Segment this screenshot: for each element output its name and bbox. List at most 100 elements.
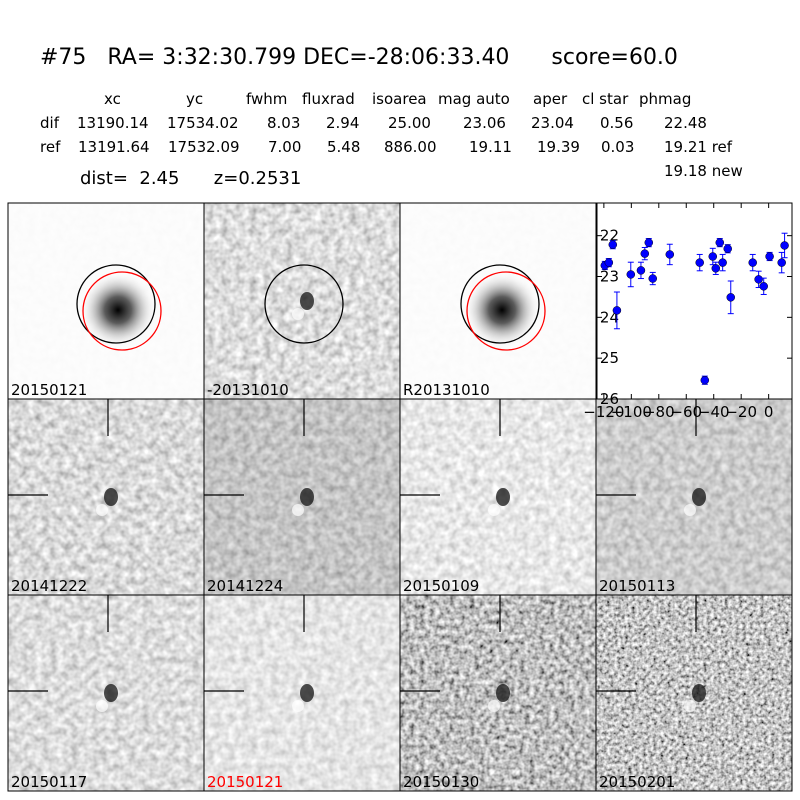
aperture-circle (466, 271, 546, 351)
point (612, 306, 622, 315)
plot-frame (596, 202, 793, 400)
dist-line: dist= 2.45 z=0.2531 (80, 168, 301, 189)
image-panel: 20141224 (203, 398, 401, 596)
table-cell: 19.21 ref (664, 138, 733, 156)
panel-frame (595, 594, 793, 792)
source-dark (300, 488, 314, 506)
table-cell: 19.11 (469, 138, 512, 156)
source-dark (692, 684, 706, 702)
image-panel: R20131010 (399, 202, 597, 400)
source-light (96, 504, 108, 516)
image-panel: 20150121 (7, 202, 205, 400)
table-cell: 0.56 (600, 114, 633, 132)
point (700, 375, 710, 385)
x-tick-label: −40 (698, 403, 730, 421)
aperture-circle (264, 264, 344, 344)
x-tick-label: −20 (725, 403, 757, 421)
point (777, 258, 786, 267)
table-cell: 13191.64 (78, 138, 150, 156)
point (748, 258, 757, 267)
panel-label: -20131010 (207, 381, 289, 399)
panel-label: 20150113 (599, 577, 675, 595)
x-tick-label: −120 (583, 403, 624, 421)
panel-label: 20141224 (207, 577, 283, 595)
source (80, 272, 156, 348)
source-dark (300, 292, 314, 310)
point (695, 258, 704, 267)
point (754, 275, 763, 284)
aperture-circle (460, 264, 540, 344)
panel-label: 20150121 (207, 773, 283, 791)
y-tick-label: 25 (600, 349, 619, 367)
column-header: fwhm (246, 90, 287, 108)
point (726, 293, 736, 302)
source-light (292, 504, 304, 516)
image-panel: 20150201 (595, 594, 793, 792)
column-header: cl star (582, 90, 629, 108)
image-panel: 20150130 (399, 594, 597, 792)
point (665, 250, 675, 259)
panel-label: 20150117 (11, 773, 87, 791)
column-header: aper (533, 90, 568, 108)
source-light (292, 700, 304, 712)
source-dark (496, 488, 510, 506)
table-cell: 13190.14 (77, 114, 149, 132)
table-cell: 5.48 (327, 138, 360, 156)
source-light (488, 504, 500, 516)
point (765, 252, 774, 261)
image-panel: 20141222 (7, 398, 205, 596)
image-panel: -20131010 (203, 202, 401, 400)
panel-label: 20141222 (11, 577, 87, 595)
point (715, 238, 725, 247)
point (648, 274, 658, 283)
table-cell: 17534.02 (167, 114, 239, 132)
point (640, 249, 650, 258)
panel-label: 20150121 (11, 381, 87, 399)
table-cell: 23.06 (463, 114, 506, 132)
title: #75 RA= 3:32:30.799 DEC=-28:06:33.40 sco… (40, 45, 678, 70)
table-cell: 886.00 (384, 138, 437, 156)
point (723, 244, 732, 253)
column-header: isoarea (372, 90, 427, 108)
y-tick-label: 23 (600, 268, 619, 286)
aperture-circle (76, 264, 156, 344)
column-header: xc (104, 90, 121, 108)
column-header: mag auto (438, 90, 510, 108)
table-cell: 7.00 (268, 138, 301, 156)
table-cell: 19.39 (537, 138, 580, 156)
source-light (96, 700, 108, 712)
column-header: phmag (639, 90, 691, 108)
source-light (684, 700, 696, 712)
column-header: fluxrad (302, 90, 355, 108)
point (636, 266, 646, 275)
table-cell: 2.94 (326, 114, 359, 132)
point (708, 252, 718, 261)
source-dark (104, 488, 118, 506)
x-tick-label: 0 (764, 403, 774, 421)
panel-label: R20131010 (403, 381, 490, 399)
point (759, 282, 768, 291)
image-panel: 20150109 (399, 398, 597, 596)
note: 19.18 new (664, 162, 743, 180)
point (626, 270, 636, 279)
y-tick-label: 22 (600, 227, 619, 245)
table-cell: 0.03 (601, 138, 634, 156)
table-cell: dif (40, 114, 60, 132)
table-cell: 8.03 (267, 114, 300, 132)
table-cell: ref (40, 138, 61, 156)
source-light (488, 700, 500, 712)
table-cell: 25.00 (388, 114, 431, 132)
image-panel: 20150117 (7, 594, 205, 792)
panel-label: 20150201 (599, 773, 675, 791)
x-tick-label: −60 (670, 403, 702, 421)
x-tick-label: −100 (611, 403, 652, 421)
image-panel: 20150113 (595, 398, 793, 596)
column-header: yc (186, 90, 203, 108)
table-cell: 23.04 (531, 114, 574, 132)
source (464, 272, 540, 348)
source-dark (300, 684, 314, 702)
source-light (292, 308, 304, 320)
source-light (684, 504, 696, 516)
